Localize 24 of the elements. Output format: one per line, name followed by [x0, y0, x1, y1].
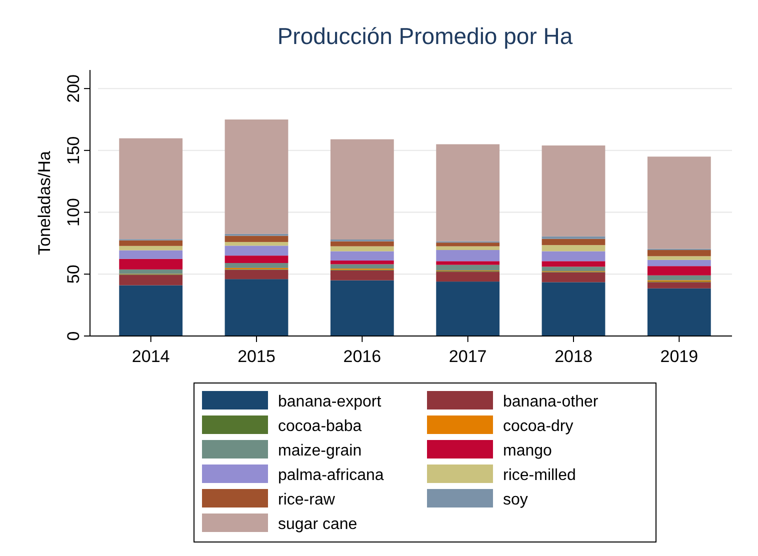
- legend-label: rice-milled: [503, 466, 576, 484]
- legend-label: maize-grain: [278, 442, 362, 460]
- x-tick-label: 2016: [343, 347, 382, 366]
- legend-label: rice-raw: [278, 491, 336, 508]
- y-tick-label: 0: [64, 331, 83, 341]
- x-tick-label: 2019: [660, 347, 698, 366]
- y-tick-label: 200: [64, 74, 83, 103]
- legend-label: cocoa-baba: [278, 418, 362, 435]
- x-tick-label: 2015: [238, 347, 276, 366]
- x-tick-label: 2017: [448, 347, 487, 366]
- legend-label: banana-other: [503, 393, 599, 410]
- legend-label: mango: [503, 442, 552, 460]
- legend-label: banana-export: [278, 393, 382, 410]
- y-tick-label: 50: [64, 264, 83, 284]
- y-tick-label: 150: [64, 136, 83, 165]
- y-axis-title: Toneladas/Ha: [35, 150, 54, 255]
- legend-label: sugar cane: [278, 516, 358, 533]
- x-tick-label: 2018: [554, 347, 592, 366]
- legend-label: palma-africana: [278, 466, 384, 484]
- x-tick-label: 2014: [132, 347, 170, 366]
- legend-label: cocoa-dry: [503, 418, 574, 435]
- y-tick-label: 100: [64, 198, 83, 226]
- chart-title: Producción Promedio por Ha: [277, 23, 573, 49]
- legend-label: soy: [503, 491, 528, 508]
